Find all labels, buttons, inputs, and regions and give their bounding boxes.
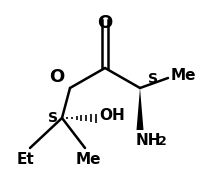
Text: NH: NH — [136, 133, 161, 148]
Text: OH: OH — [99, 108, 125, 124]
Text: Et: Et — [17, 152, 35, 167]
Text: O: O — [49, 68, 64, 86]
Text: S: S — [148, 72, 158, 86]
Polygon shape — [136, 88, 143, 130]
Text: 2: 2 — [158, 135, 167, 148]
Text: S: S — [48, 111, 58, 125]
Text: Me: Me — [75, 152, 101, 167]
Text: Me: Me — [171, 68, 197, 83]
Text: O: O — [97, 14, 113, 32]
